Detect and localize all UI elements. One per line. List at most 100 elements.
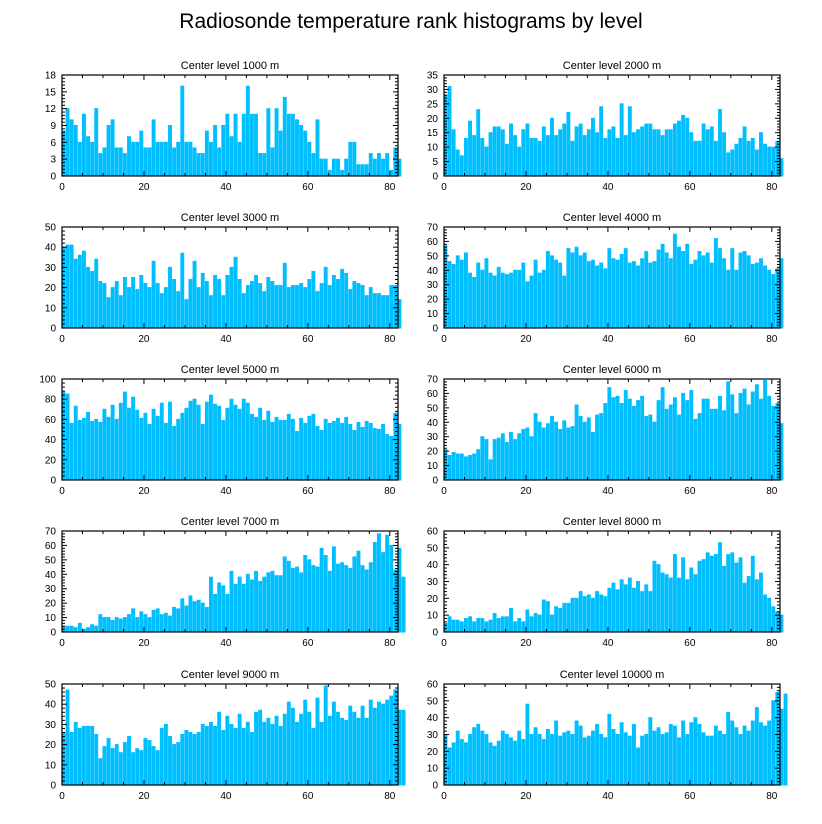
- bar: [352, 711, 357, 786]
- plot-frame: [61, 226, 399, 329]
- bar: [94, 734, 99, 786]
- bar: [504, 143, 509, 177]
- bar: [521, 429, 526, 481]
- bar: [217, 279, 222, 329]
- x-tick-label: 60: [684, 182, 696, 193]
- bar: [591, 730, 595, 786]
- bar: [360, 164, 365, 177]
- bar: [196, 153, 201, 177]
- plot-frame: [443, 378, 781, 481]
- bar: [225, 593, 230, 633]
- bar: [356, 550, 361, 633]
- y-tick-label: 10: [427, 461, 439, 472]
- bar: [278, 285, 283, 329]
- bar: [644, 584, 649, 633]
- bar: [315, 697, 320, 786]
- bar: [274, 416, 279, 481]
- bar: [274, 575, 279, 633]
- bar: [364, 569, 369, 633]
- bar: [636, 581, 640, 633]
- bar: [364, 164, 369, 177]
- x-tick-label: 80: [384, 486, 396, 497]
- bar: [754, 384, 759, 481]
- x-tick-label: 40: [602, 182, 614, 193]
- bar: [521, 262, 526, 329]
- bar: [348, 705, 353, 786]
- bar: [147, 617, 152, 633]
- bar: [229, 136, 234, 177]
- bar: [196, 404, 201, 481]
- bar: [533, 413, 538, 481]
- bar: [623, 390, 628, 481]
- bar: [656, 564, 661, 633]
- bar: [759, 722, 763, 786]
- y-tick-label: 9: [50, 121, 56, 132]
- bar: [286, 287, 291, 329]
- bar: [582, 252, 587, 329]
- bar: [258, 709, 263, 786]
- bar: [611, 582, 616, 633]
- x-tick-label: 40: [220, 791, 232, 802]
- bar: [192, 601, 197, 633]
- bar: [360, 426, 365, 481]
- bar: [640, 735, 645, 786]
- bar: [566, 248, 571, 329]
- bar: [451, 742, 456, 786]
- bar: [677, 737, 681, 786]
- bar: [200, 153, 205, 177]
- y-tick-label: 40: [45, 700, 57, 711]
- bar: [570, 140, 575, 177]
- bar: [200, 723, 205, 786]
- bar: [188, 595, 193, 633]
- bar: [619, 103, 624, 177]
- bar: [603, 596, 608, 633]
- bar: [476, 723, 481, 786]
- bar: [554, 135, 559, 177]
- bar: [225, 407, 230, 481]
- bar: [331, 158, 336, 177]
- y-tick-label: 20: [427, 447, 439, 458]
- bar: [574, 404, 579, 481]
- bar: [336, 158, 340, 177]
- panel-title: Center level 7000 m: [181, 516, 279, 528]
- y-tick-label: 30: [427, 280, 439, 291]
- bar: [122, 153, 127, 177]
- bar: [476, 262, 481, 329]
- bar: [139, 130, 144, 177]
- bar: [578, 416, 583, 481]
- bar: [381, 158, 386, 177]
- bar: [168, 615, 172, 633]
- bar: [278, 419, 283, 481]
- panel-title: Center level 3000 m: [181, 212, 279, 224]
- bar: [352, 556, 357, 633]
- bar: [574, 246, 579, 329]
- bar: [245, 85, 250, 177]
- bar: [336, 563, 340, 633]
- bar: [541, 126, 546, 177]
- bar: [509, 272, 513, 329]
- bar: [554, 259, 559, 329]
- y-tick-label: 20: [427, 594, 439, 605]
- panel-1: Center level 1000 m 0 20 40 60 80 0 3 6 9 12 15 18: [45, 60, 402, 193]
- bar: [98, 614, 103, 633]
- bar: [455, 255, 460, 329]
- bar: [718, 109, 722, 177]
- bar: [631, 723, 636, 786]
- bar: [249, 281, 254, 329]
- bar: [69, 119, 74, 177]
- y-tick-label: 80: [45, 395, 57, 406]
- bar: [381, 552, 386, 633]
- bar: [488, 619, 493, 633]
- bar: [472, 453, 477, 481]
- panel-2: Center level 2000 m 0 20 40 60 80 0 5 10 15 20 25 30…: [427, 60, 784, 193]
- bar: [562, 732, 567, 786]
- bar: [472, 135, 477, 177]
- bar: [738, 734, 743, 786]
- bar: [106, 125, 111, 177]
- bar: [754, 149, 759, 177]
- x-tick-label: 20: [520, 486, 532, 497]
- bar: [615, 395, 620, 481]
- bar: [102, 746, 107, 786]
- bar: [114, 418, 119, 481]
- y-tick-label: 40: [45, 243, 57, 254]
